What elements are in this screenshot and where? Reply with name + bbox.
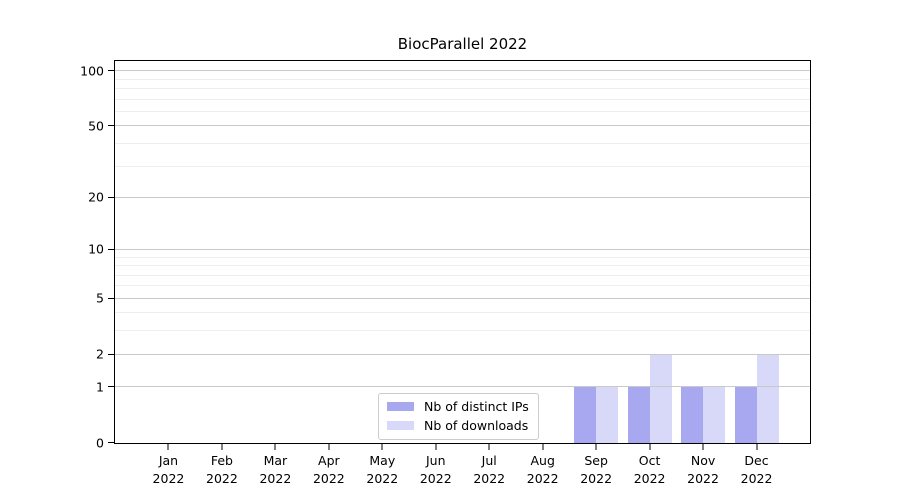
x-tick-label: Feb 2022 bbox=[206, 453, 238, 486]
gridline-1 bbox=[115, 386, 810, 388]
legend-swatch-distinct-ips bbox=[387, 402, 414, 411]
legend-item-distinct-ips: Nb of distinct IPs bbox=[387, 399, 529, 414]
bar bbox=[649, 354, 672, 443]
bar bbox=[596, 387, 619, 443]
bar bbox=[574, 387, 597, 443]
x-tick-feb bbox=[221, 444, 223, 450]
gridline-10 bbox=[115, 248, 810, 250]
bar bbox=[681, 387, 704, 443]
y-tick-label: 0 bbox=[96, 434, 104, 450]
y-tick-1 bbox=[108, 386, 114, 388]
minor-gridline-3 bbox=[115, 330, 810, 332]
x-tick-jun bbox=[435, 444, 437, 450]
minor-gridline-4 bbox=[115, 312, 810, 314]
x-tick-may bbox=[381, 444, 383, 450]
gridline-50 bbox=[115, 125, 810, 127]
y-tick-label: 10 bbox=[88, 241, 104, 257]
y-tick-label: 100 bbox=[80, 63, 104, 79]
x-tick-mar bbox=[274, 444, 276, 450]
y-tick-label: 1 bbox=[96, 378, 104, 394]
bar bbox=[703, 387, 726, 443]
x-tick-label: Mar 2022 bbox=[259, 453, 292, 486]
minor-gridline-8 bbox=[115, 265, 810, 267]
chart-title: BiocParallel 2022 bbox=[397, 35, 528, 53]
y-tick-10 bbox=[108, 248, 114, 250]
y-tick-2 bbox=[108, 353, 114, 355]
x-tick-label: Jul 2022 bbox=[473, 453, 506, 486]
legend-label-distinct-ips: Nb of distinct IPs bbox=[424, 399, 529, 414]
x-tick-oct bbox=[649, 444, 651, 450]
minor-gridline-9 bbox=[115, 256, 810, 258]
minor-gridline-90 bbox=[115, 78, 810, 80]
x-tick-dec bbox=[756, 444, 758, 450]
legend-swatch-downloads bbox=[387, 421, 414, 430]
x-tick-label: Jun 2022 bbox=[419, 453, 452, 486]
x-tick-jul bbox=[488, 444, 490, 450]
minor-gridline-6 bbox=[115, 285, 810, 287]
y-tick-20 bbox=[108, 196, 114, 198]
x-tick-aug bbox=[542, 444, 544, 450]
x-tick-label: Sep 2022 bbox=[580, 453, 613, 486]
y-tick-label: 5 bbox=[96, 290, 104, 306]
legend-label-downloads: Nb of downloads bbox=[424, 418, 529, 433]
legend: Nb of distinct IPs Nb of downloads bbox=[378, 393, 539, 440]
y-tick-5 bbox=[108, 297, 114, 299]
x-tick-jan bbox=[167, 444, 169, 450]
y-tick-label: 20 bbox=[88, 189, 104, 205]
minor-gridline-40 bbox=[115, 143, 810, 145]
minor-gridline-30 bbox=[115, 165, 810, 167]
minor-gridline-70 bbox=[115, 98, 810, 100]
gridline-5 bbox=[115, 297, 810, 299]
y-tick-50 bbox=[108, 125, 114, 127]
x-tick-sep bbox=[595, 444, 597, 450]
x-tick-label: Apr 2022 bbox=[312, 453, 345, 486]
minor-gridline-7 bbox=[115, 274, 810, 276]
x-tick-label: Aug 2022 bbox=[526, 453, 559, 486]
x-tick-nov bbox=[702, 444, 704, 450]
x-tick-label: Oct 2022 bbox=[633, 453, 666, 486]
x-tick-label: Dec 2022 bbox=[740, 453, 773, 486]
gridline-2 bbox=[115, 353, 810, 355]
y-tick-100 bbox=[108, 70, 114, 72]
legend-item-downloads: Nb of downloads bbox=[387, 418, 529, 433]
x-tick-apr bbox=[328, 444, 330, 450]
y-tick-label: 2 bbox=[96, 346, 104, 362]
bar bbox=[756, 354, 779, 443]
minor-gridline-80 bbox=[115, 88, 810, 90]
gridline-20 bbox=[115, 196, 810, 198]
y-tick-0 bbox=[108, 442, 114, 443]
gridline-100 bbox=[115, 70, 810, 72]
x-tick-label: Jan 2022 bbox=[152, 453, 185, 486]
plot-area: 0 1 2 5 10 20 50 100 Jan 2022 Feb 2022 Mar 2022 Ap… bbox=[80, 60, 811, 486]
y-tick-label: 50 bbox=[88, 118, 104, 134]
bar bbox=[627, 387, 650, 443]
minor-gridline-60 bbox=[115, 111, 810, 113]
bar bbox=[734, 387, 757, 443]
x-tick-label: May 2022 bbox=[366, 453, 399, 486]
x-tick-label: Nov 2022 bbox=[687, 453, 719, 486]
